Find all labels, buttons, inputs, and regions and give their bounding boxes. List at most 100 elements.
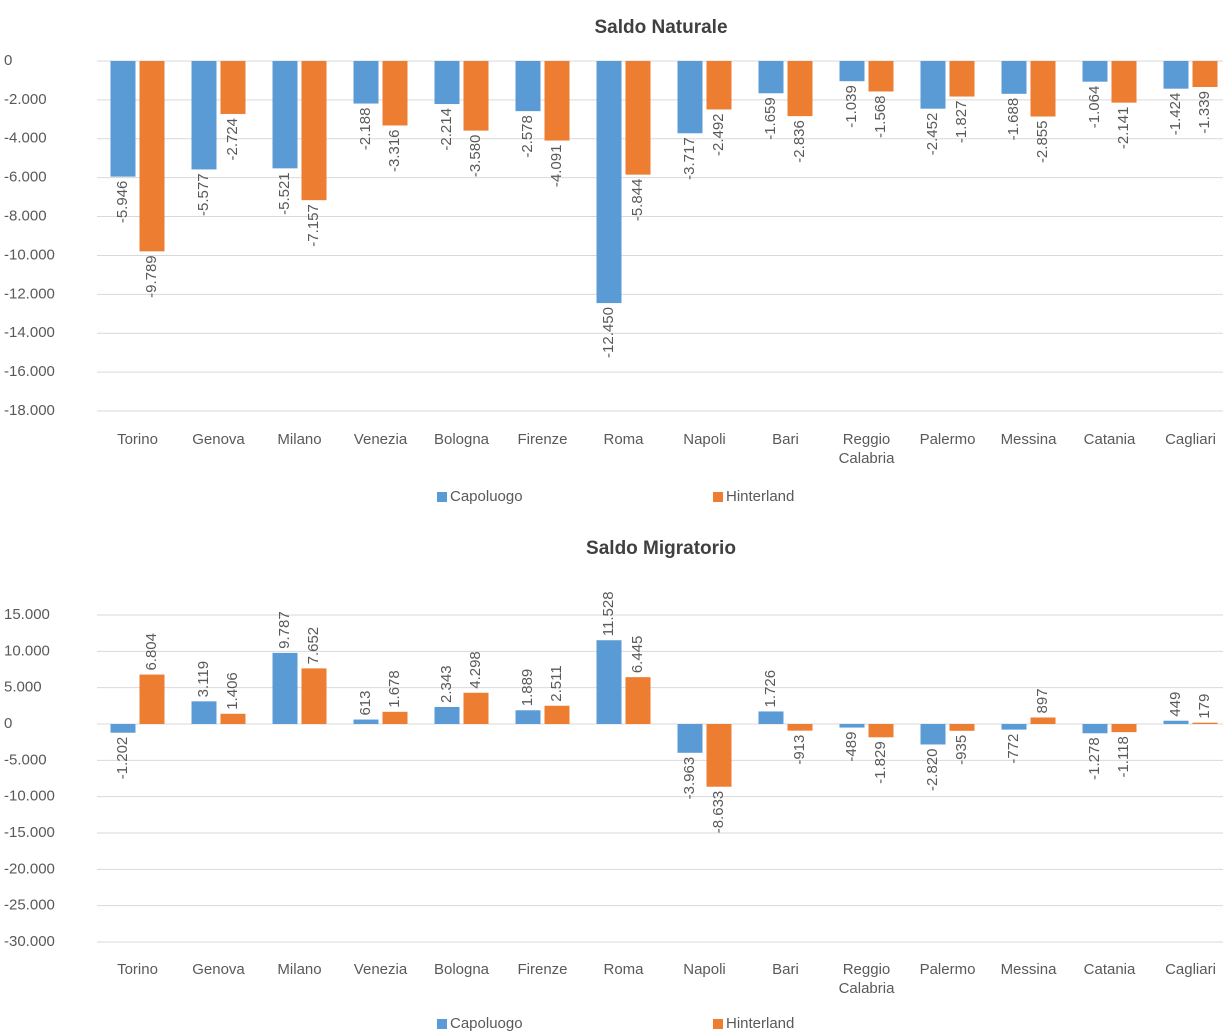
data-label: -1.202 [114,737,131,780]
bar [787,724,813,731]
bar [706,724,732,787]
data-label: -2.855 [1034,121,1051,164]
x-tick-label: Cagliari [1165,431,1216,448]
x-tick-label-box: Milano [277,961,321,978]
y-tick-label: 0 [4,52,12,69]
bar [353,61,379,104]
bar [544,61,570,141]
data-label: -12.450 [600,307,617,358]
bar [382,711,408,724]
bar [596,61,622,304]
bar [110,724,136,733]
x-tick-label-box: Napoli [683,431,726,448]
bar [1192,722,1218,724]
bar [139,61,165,252]
data-label: -1.424 [1167,93,1184,136]
bar [1001,61,1027,94]
bar [544,705,570,724]
chart-title: Saldo Migratorio [586,538,736,559]
bar [839,61,865,82]
bar [920,724,946,745]
data-label: 2.343 [438,665,455,703]
bar [949,724,975,731]
x-tick-label-box: Roma [603,961,643,978]
data-label: -2.820 [924,748,941,791]
legend-label: Hinterland [726,488,794,505]
x-tick-label-box: Roma [603,431,644,448]
y-tick-label: -4.000 [4,130,47,147]
legend-label: Capoluogo [450,1015,523,1032]
x-tick-label: Palermo [919,961,976,978]
bar [191,61,217,170]
y-tick-label: -6.000 [4,169,47,186]
bar [625,61,651,175]
bar [1111,61,1137,103]
x-tick-label-box: Napoli [683,961,726,978]
data-label: -5.577 [195,173,212,216]
data-label: -9.789 [143,255,160,298]
bar [463,61,489,131]
x-tick-label: Catania [1083,961,1136,978]
y-tick-label: -14.000 [4,324,55,341]
x-tick-label: Reggio Calabria [838,961,895,997]
legend-swatch [437,492,447,502]
data-label: -8.633 [710,791,727,834]
data-label: -2.578 [519,115,536,158]
x-tick-label-box: Firenze [517,431,568,448]
bar [353,719,379,724]
bar [515,61,541,112]
x-tick-label-box: Firenze [517,961,567,978]
data-label: -1.039 [843,85,860,128]
x-tick-label-box: Reggio Calabria [839,431,895,467]
data-label: -1.568 [872,95,889,138]
x-tick-label: Palermo [919,431,976,448]
x-tick-label-box: Messina [1000,961,1057,978]
y-tick-label: -2.000 [4,91,47,108]
data-label: 11.528 [600,591,617,636]
data-label: -1.278 [1086,737,1103,780]
x-tick-label-box: Bologna [434,961,489,978]
data-label: -5.946 [114,181,131,224]
legend-label: Capoluogo [450,488,523,505]
bar [434,706,460,724]
y-tick-label: -20.000 [4,860,55,877]
data-label: -4.091 [548,145,565,188]
x-tick-label-box: Venezia [354,961,407,978]
data-label: 6.445 [629,636,646,674]
x-tick-label: Bari [772,961,799,978]
y-tick-label: -8.000 [4,208,47,225]
bar [868,724,894,738]
x-tick-label: Messina [1000,961,1057,978]
data-label: 4.298 [467,651,484,689]
y-tick-label: -25.000 [4,897,55,914]
bar [434,61,460,105]
x-tick-label: Catania [1083,431,1136,448]
data-label: -3.717 [681,137,698,180]
data-label: -772 [1005,734,1022,764]
y-tick-label: -30.000 [4,933,55,950]
bar [625,677,651,724]
bar [382,61,408,126]
data-label: -7.157 [305,204,322,247]
y-tick-label: 0 [4,715,12,732]
bar [1192,61,1218,88]
x-tick-label: Firenze [517,431,568,448]
bar [272,652,298,724]
data-label: -3.580 [467,135,484,178]
bar [677,724,703,753]
data-label: -5.521 [276,172,293,215]
bar [463,692,489,724]
x-tick-label-box: Torino [117,431,158,448]
data-label: -1.339 [1196,91,1213,134]
bar [1163,61,1189,89]
x-tick-label-box: Bologna [434,431,489,448]
x-tick-label: Roma [603,431,644,448]
data-label: 613 [357,691,374,716]
x-tick-label: Milano [277,431,322,448]
x-tick-label-box: Torino [117,961,158,978]
data-label: 449 [1167,692,1184,717]
x-tick-label-box: Messina [1001,431,1057,448]
data-label: -1.659 [762,97,779,140]
data-label: -935 [953,735,970,765]
